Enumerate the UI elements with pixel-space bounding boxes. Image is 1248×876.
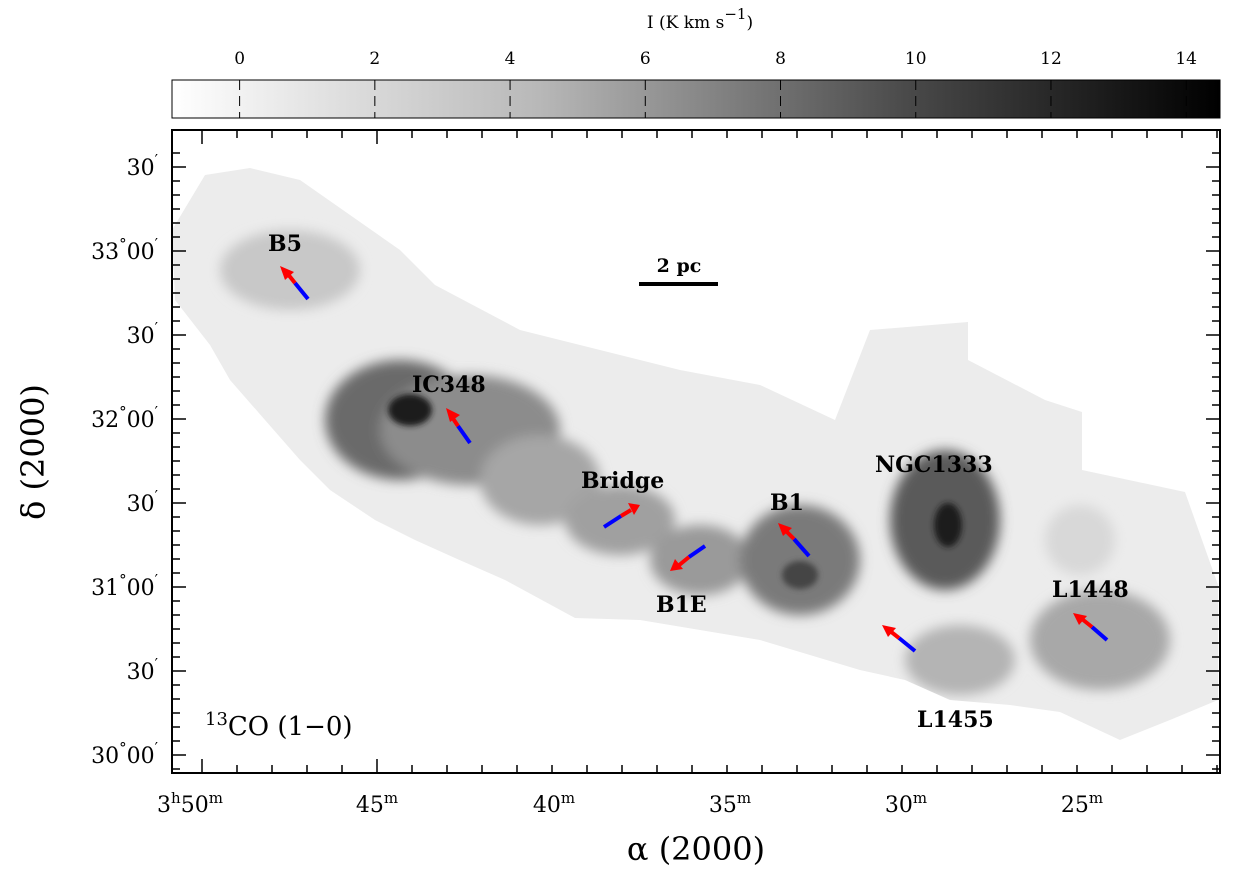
y-tick-labels: 30′ 33°00′ 30′ 32°00′ 30′ 31°00′ 30′ 30°00′ [91,151,159,769]
y-tick-label: 31°00′ [91,571,159,601]
outflow-arrow-b1e [670,544,707,571]
label-ic348: IC348 [412,372,486,398]
x-tick-label: 25m [1061,789,1103,818]
colorbar-tick-label: 12 [1040,49,1062,69]
colorbar-tick-label: 6 [640,49,651,69]
y-tick-label: 30°00′ [91,739,159,769]
x-tick-label: 35m [709,789,751,818]
x-tick-label: 40m [533,789,575,818]
y-tick-label: 33°00′ [91,235,159,265]
x-axis-title: α (2000) [627,830,765,868]
molecule-label: 13CO (1−0) [205,709,353,742]
y-axis-title: δ (2000) [14,384,52,520]
y-tick-label: 32°00′ [91,403,159,433]
outflow-arrow-l1448 [1073,613,1109,642]
label-l1448: L1448 [1052,577,1129,603]
label-b5: B5 [268,231,302,257]
map-panel: B5 IC348 Bridge B1 NGC1333 B1E L1448 L14… [171,129,1221,774]
outflow-arrow-bridge [602,503,640,529]
outflow-arrows [280,266,1109,653]
region-labels: B5 IC348 Bridge B1 NGC1333 B1E L1448 L14… [268,231,1129,733]
colorbar: I (K km s−1) 0 2 4 6 8 10 12 14 [171,5,1221,119]
label-b1e: B1E [656,592,707,618]
colorbar-tick-label: 4 [505,49,516,69]
y-tick-label: 30′ [127,319,159,349]
outflow-arrow-ic348 [446,408,472,445]
colorbar-tick-label: 2 [369,49,380,69]
colorbar-ticks: 0 2 4 6 8 10 12 14 [234,49,1197,118]
y-tick-label: 30′ [127,151,159,181]
colorbar-gradient [171,79,1221,119]
x-tick-label: 45m [356,789,398,818]
x-tick-labels: 3h50m 45m 40m 35m 30m 25m [157,789,1103,818]
outflow-arrow-b1 [778,523,811,558]
label-ngc1333: NGC1333 [875,452,993,478]
colorbar-label: I (K km s−1) [647,5,753,33]
outflow-arrow-l1455 [882,625,917,653]
map-tick-marks [172,130,1220,773]
label-b1: B1 [770,490,804,516]
x-tick-label: 3h50m [157,789,223,818]
colorbar-tick-label: 8 [775,49,786,69]
scale-bar: 2 pc [639,255,718,286]
x-tick-label: 30m [885,789,927,818]
y-tick-label: 30′ [127,655,159,685]
colorbar-tick-label: 0 [234,49,245,69]
y-tick-label: 30′ [127,487,159,517]
outflow-arrow-b5 [280,266,310,301]
map-frame [171,129,1221,774]
scale-bar-label: 2 pc [657,255,702,277]
label-l1455: L1455 [917,707,994,733]
colorbar-tick-label: 14 [1175,49,1197,69]
colorbar-tick-label: 10 [905,49,927,69]
label-bridge: Bridge [581,468,664,494]
